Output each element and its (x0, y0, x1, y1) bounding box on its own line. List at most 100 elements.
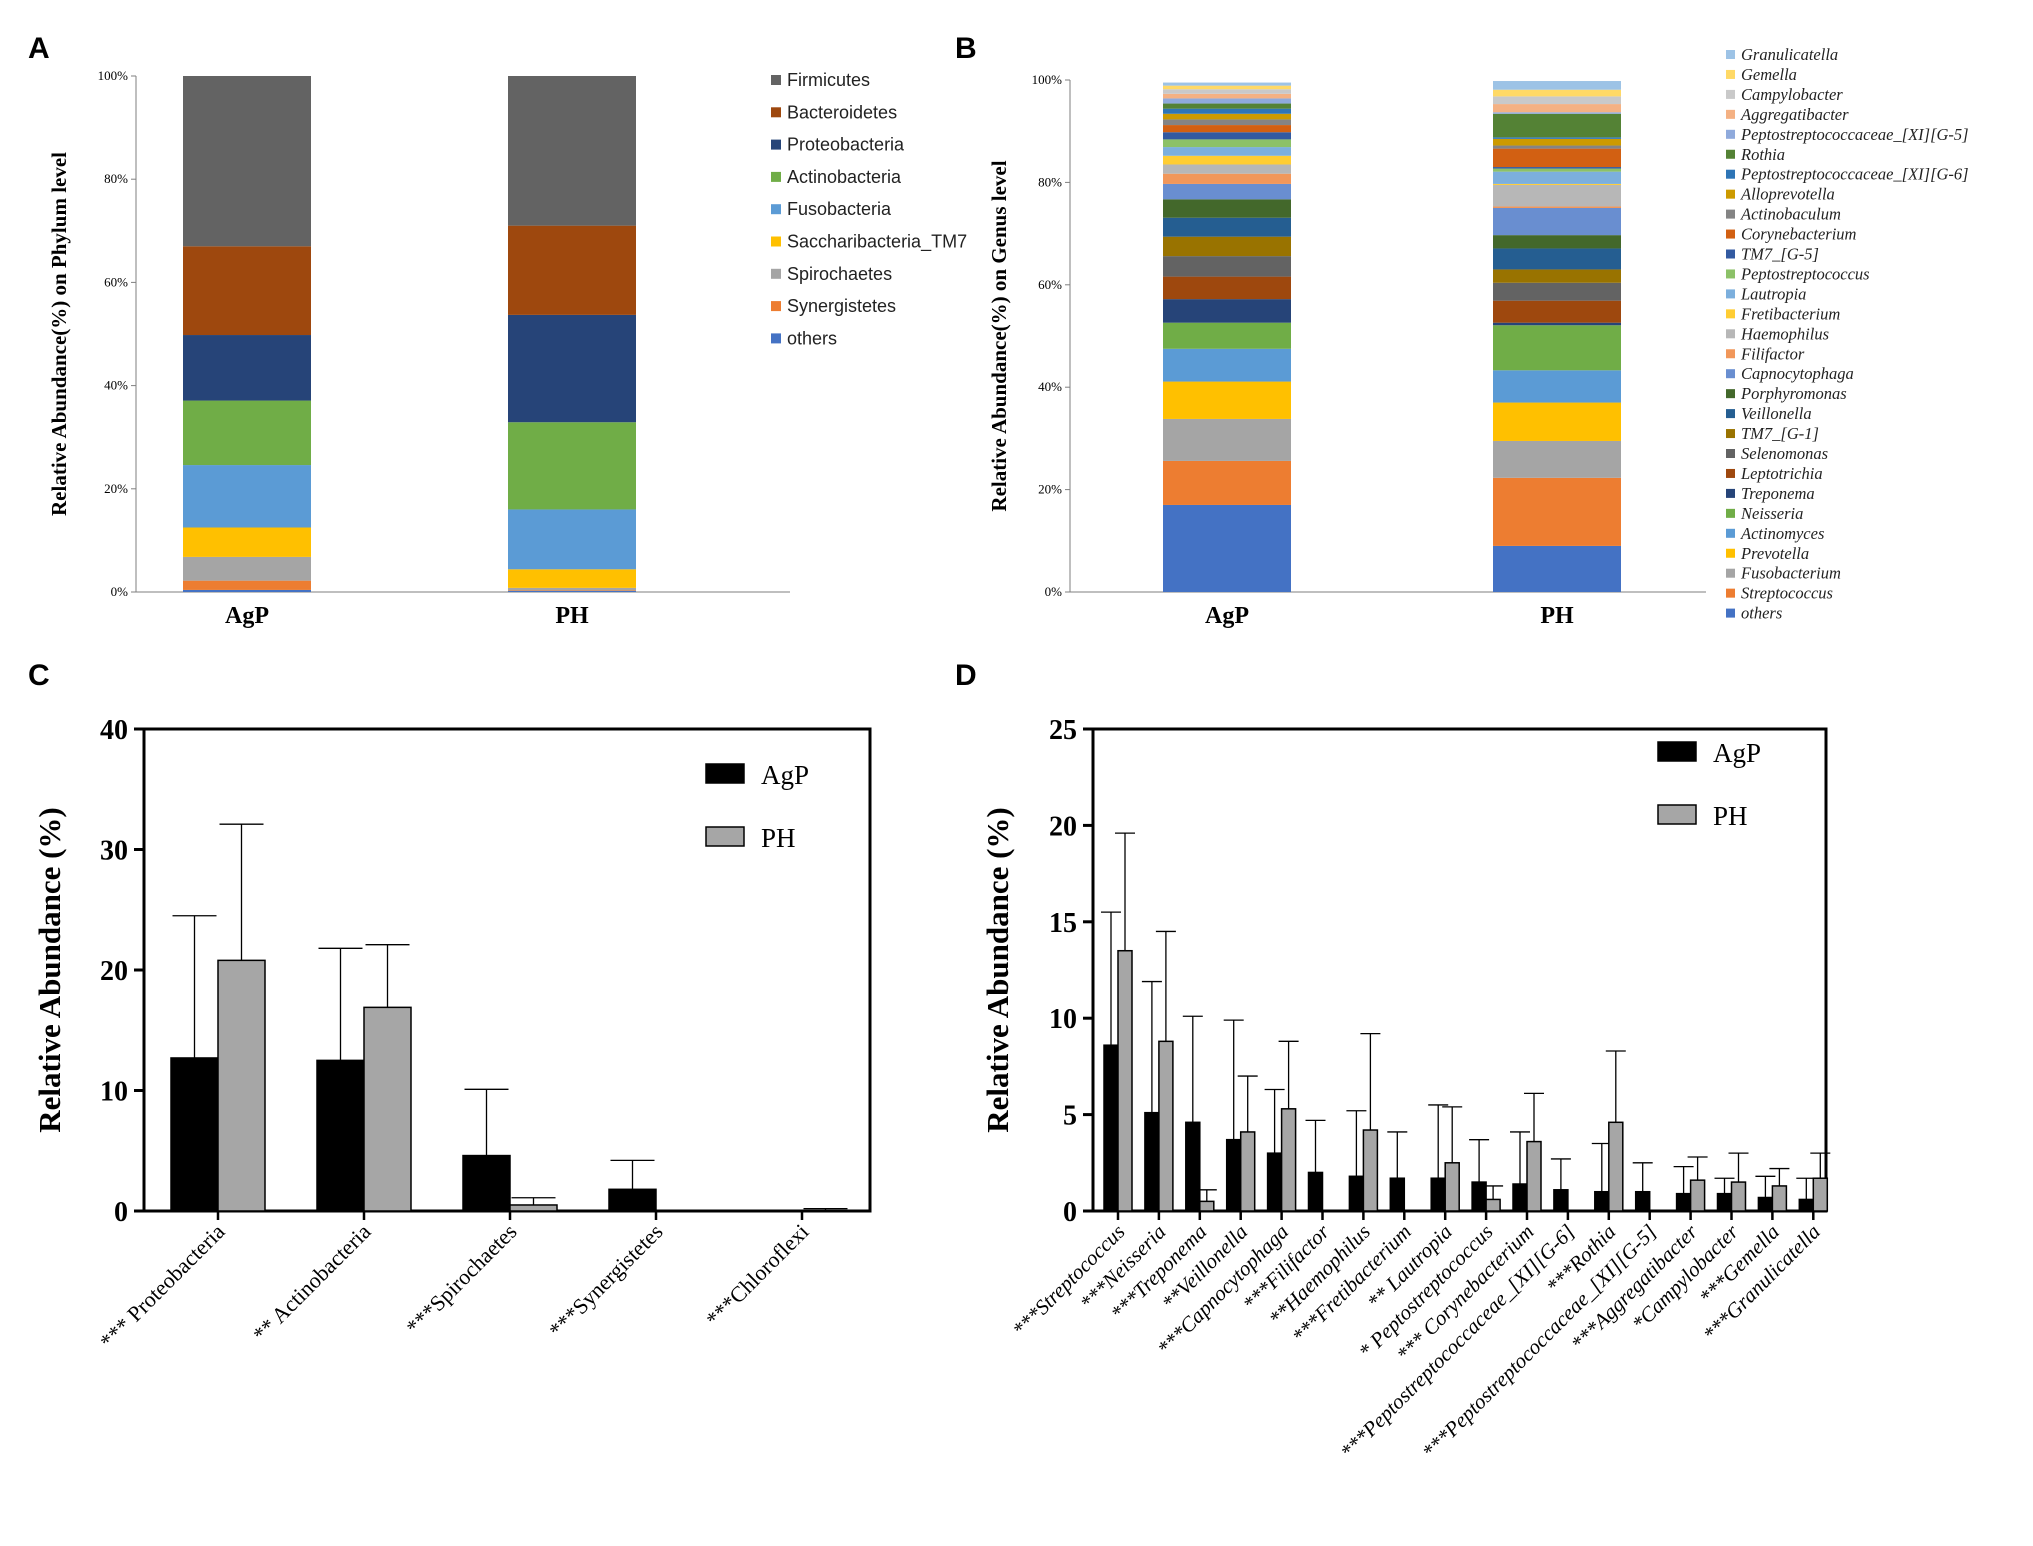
legend-swatch-leptotrichia (1726, 468, 1735, 478)
y-tick-label: 20% (1038, 482, 1062, 497)
legend-label-synergistetes: Synergistetes (787, 296, 896, 316)
bar-segment-agp-fusobacteria (183, 465, 311, 528)
y-tick-label: 25 (1049, 715, 1077, 746)
bar-segment-agp-corynebacterium (1163, 125, 1291, 133)
legend-swatch-synergistetes (771, 301, 781, 312)
bar-segment-ph-others (508, 590, 636, 592)
bar-aggregatibacter-ph (1689, 1179, 1706, 1212)
legend-swatch-actinobacteria (771, 171, 781, 182)
bar-segment-ph-peptostreptococcus (1493, 168, 1621, 172)
legend-label-treponema: Treponema (1741, 484, 1815, 503)
bar-segment-ph-fusobacteria (508, 509, 636, 570)
bar-segment-ph-streptococcus (1493, 477, 1621, 546)
bar-segment-agp-rothia (1163, 103, 1291, 109)
legend-swatch-fusobacteria (771, 204, 781, 215)
legend-swatch-corynebacterium (1726, 229, 1735, 239)
bar-segment-ph-filifactor (1493, 206, 1621, 208)
bar-segment-ph-fusobacterium (1493, 440, 1621, 478)
x-category-label-synergistetes: ***Synergistetes (544, 1219, 668, 1343)
y-tick-label: 80% (104, 171, 128, 186)
legend-label-corynebacterium: Corynebacterium (1741, 225, 1857, 244)
y-tick-label: 30 (100, 836, 128, 867)
panel-label-d: D (955, 659, 977, 692)
legend-label-actinomyces: Actinomyces (1740, 524, 1824, 543)
legend-label-neisseria: Neisseria (1740, 504, 1803, 523)
bar-segment-agp-actinobaculum (1163, 119, 1291, 126)
y-tick-label: 20 (1049, 811, 1077, 842)
bar-filifactor-agp (1307, 1171, 1324, 1212)
bar-segment-ph-saccharibacteria-tm7 (508, 569, 636, 588)
bar-segment-agp-bacteroidetes (183, 246, 311, 336)
bar-actinobacteria-ph (363, 1006, 412, 1212)
bar-segment-agp-peptostreptococcus (1163, 139, 1291, 148)
x-category-label-chloroflexi: ***Chloroflexi (701, 1219, 814, 1332)
bar-rothia-ph (1608, 1121, 1624, 1212)
legend-label-peptostreptococcus: Peptostreptococcus (1740, 264, 1870, 283)
bar-segment-agp-filifactor (1163, 173, 1291, 184)
bar-segment-agp-neisseria (1163, 322, 1291, 349)
legend-label-agp: AgP (761, 760, 809, 790)
bar-segment-agp-peptostreptococcaceae-xi-g-6 (1163, 108, 1291, 114)
bar-segment-ph-neisseria (1493, 325, 1621, 371)
bar-segment-ph-firmicutes (508, 76, 636, 226)
bar-gemella-ph (1771, 1185, 1788, 1212)
legend-label-peptostreptococcaceae-xi-g-6: Peptostreptococcaceae_[XI][G-6] (1740, 165, 1969, 184)
legend-label-others: others (787, 328, 837, 348)
legend-label-capnocytophaga: Capnocytophaga (1741, 364, 1854, 383)
legend-swatch-peptostreptococcus (1726, 269, 1735, 279)
y-tick-label: 100% (98, 68, 129, 83)
legend-label-selenomonas: Selenomonas (1741, 444, 1828, 463)
legend-swatch-ph (705, 826, 745, 847)
y-tick-label: 80% (1038, 174, 1062, 189)
bar-segment-agp-gemella (1163, 85, 1291, 90)
legend-label-tm7-g-1: TM7_[G-1] (1741, 424, 1819, 443)
bar-segment-agp-spirochaetes (183, 556, 311, 581)
legend-swatch-veillonella (1726, 409, 1735, 419)
bar-segment-agp-proteobacteria (183, 335, 311, 401)
y-tick-label: 40 (100, 715, 128, 746)
legend-swatch-alloprevotella (1726, 189, 1735, 199)
bar-segment-agp-actinomyces (1163, 348, 1291, 382)
y-tick-label: 60% (1038, 277, 1062, 292)
bar-segment-ph-tm7-g-5 (1493, 167, 1621, 169)
bar-gemella-agp (1757, 1196, 1774, 1212)
bar-segment-ph-treponema (1493, 322, 1621, 326)
legend-label-firmicutes: Firmicutes (787, 70, 870, 90)
legend-swatch-tm7-g-5 (1726, 249, 1735, 259)
legend-label-agp: AgP (1713, 738, 1761, 768)
y-tick-label: 40% (104, 378, 128, 393)
bar-treponema-agp (1185, 1121, 1201, 1212)
y-axis-title: Relative Abundance(%) on Phylum level (47, 152, 71, 516)
legend-label-veillonella: Veillonella (1741, 404, 1812, 423)
legend-swatch-gemella (1726, 69, 1735, 79)
panel-b-genus-chart: 0% 20% 40% 60% 80% 100% Relative Abundance(%) … (987, 45, 1969, 629)
legend-swatch-proteobacteria (771, 139, 781, 150)
legend-label-ph: PH (761, 823, 796, 853)
bar-lautropia-ph (1444, 1162, 1460, 1212)
legend-swatch-campylobacter (1726, 89, 1735, 99)
bar-segment-agp-campylobacter (1163, 89, 1291, 94)
bar-segment-agp-others (183, 589, 311, 592)
bar-segment-ph-capnocytophaga (1493, 208, 1621, 236)
legend-label-fretibacterium: Fretibacterium (1740, 304, 1840, 323)
legend-swatch-saccharibacteria-tm7 (771, 236, 781, 247)
bar-actinobacteria-agp (316, 1059, 365, 1212)
legend-label-tm7-g-5: TM7_[G-5] (1741, 245, 1819, 264)
bar-corynebacterium-agp (1512, 1183, 1528, 1212)
legend-swatch-porphyromonas (1726, 389, 1735, 399)
bar-segment-ph-fretibacterium (1493, 183, 1621, 185)
legend-label-bacteroidetes: Bacteroidetes (787, 102, 897, 122)
legend-swatch-haemophilus (1726, 329, 1735, 339)
legend-swatch-selenomonas (1726, 449, 1735, 458)
legend-swatch-prevotella (1726, 548, 1735, 558)
bar-segment-ph-spirochaetes (508, 587, 636, 591)
bar-segment-ph-others (1493, 545, 1621, 592)
bar-segment-agp-granulicatella (1163, 82, 1291, 86)
legend-label-fusobacterium: Fusobacterium (1740, 564, 1841, 583)
legend-label-rothia: Rothia (1740, 145, 1785, 164)
bar-segment-agp-streptococcus (1163, 460, 1291, 505)
legend-label-streptococcus: Streptococcus (1741, 584, 1833, 603)
legend-label-proteobacteria: Proteobacteria (787, 135, 905, 155)
legend-label-granulicatella: Granulicatella (1741, 45, 1838, 64)
